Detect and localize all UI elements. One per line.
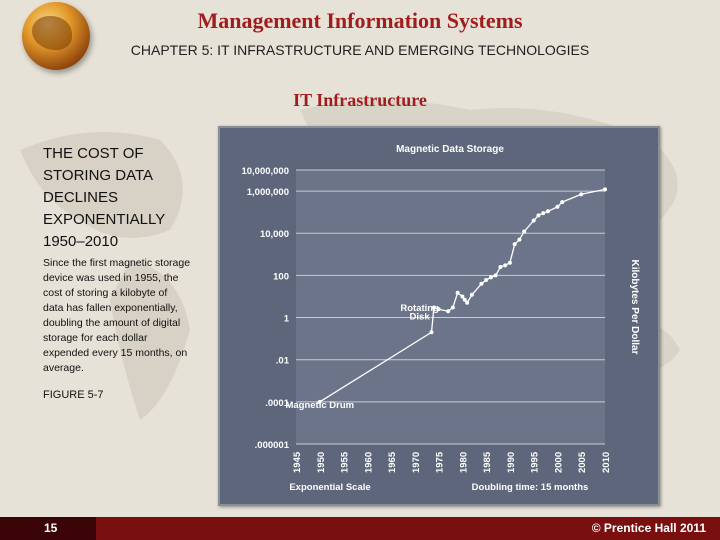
heading-line: 1950–2010 (43, 233, 119, 250)
footer-bar: 15 © Prentice Hall 2011 (0, 517, 720, 540)
data-point (579, 192, 584, 197)
heading-line: DECLINES (43, 189, 119, 206)
description-line: Since the first magnetic storage (43, 257, 191, 269)
data-point (498, 264, 503, 269)
page-number: 15 (44, 521, 58, 535)
chart-annotation: Rotating (400, 303, 439, 314)
x-tick-label: 1985 (482, 451, 493, 473)
x-tick-label: 1945 (292, 451, 303, 473)
description-line: data has fallen exponentially, (43, 302, 178, 314)
data-point (512, 242, 517, 247)
x-tick-label: 1950 (316, 452, 327, 473)
data-point (517, 237, 522, 242)
x-tick-label: 1990 (506, 452, 517, 473)
copyright: © Prentice Hall 2011 (591, 521, 706, 535)
y-tick-label: 100 (273, 271, 289, 282)
chart-annotation: Disk (410, 312, 431, 323)
data-point (555, 204, 560, 209)
data-point (465, 300, 470, 305)
description-line: expended every 15 months, on (43, 347, 188, 359)
heading-line: THE COST OF (43, 145, 144, 162)
x-tick-label: 1960 (363, 452, 374, 473)
footer-page-box (0, 517, 96, 540)
heading-line: EXPONENTIALLY (43, 211, 166, 228)
description-line: device was used in 1955, the (43, 272, 179, 284)
data-point (507, 260, 512, 265)
figure-label: FIGURE 5-7 (43, 389, 104, 401)
y-tick-label: .000001 (255, 440, 290, 451)
data-point (536, 213, 541, 218)
data-point (455, 290, 460, 295)
data-point (560, 200, 565, 205)
description-line: average. (43, 362, 84, 374)
data-point (462, 297, 467, 302)
y-tick-label: 1,000,000 (247, 187, 289, 198)
data-point (317, 399, 322, 404)
data-point (541, 211, 546, 216)
x-tick-label: 1965 (387, 451, 398, 473)
heading-line: STORING DATA (43, 167, 154, 184)
data-point (460, 294, 465, 299)
chart-svg: Magnetic Data Storage 10,000,000 1,000,000… (241, 144, 640, 493)
description-line: doubling the amount of digital (43, 317, 181, 329)
data-point (446, 309, 451, 314)
slide-heading: THE COST OF STORING DATA DECLINES EXPONE… (43, 143, 213, 253)
plot-area (296, 170, 605, 444)
description-text: Since the first magnetic storage device … (43, 256, 215, 376)
data-point (450, 305, 455, 310)
data-point (531, 218, 536, 223)
y-tick-label: 10,000,000 (241, 166, 289, 177)
data-point (603, 187, 607, 192)
data-point (522, 229, 527, 234)
y-tick-label: .01 (276, 356, 290, 367)
x-tick-label: 1970 (411, 452, 422, 473)
section-title: IT Infrastructure (293, 90, 427, 110)
chart-panel: Magnetic Data Storage 10,000,000 1,000,000… (218, 126, 660, 506)
data-point (493, 273, 498, 278)
data-point (503, 263, 508, 268)
data-point (429, 330, 434, 335)
chart-annotation: Magnetic Drum (285, 400, 354, 411)
x-tick-label: 2000 (553, 452, 564, 473)
x-tick-label: 1975 (435, 451, 446, 473)
x-tick-label: 1955 (340, 451, 351, 473)
x-tick-label: 2005 (577, 451, 588, 473)
x-tick-label: 1980 (458, 452, 469, 473)
data-point (545, 209, 550, 214)
y-tick-label: .0001 (265, 398, 289, 409)
page-title: Management Information Systems (197, 8, 523, 33)
data-point (469, 292, 474, 297)
x-tick-label: 1995 (530, 451, 541, 473)
chapter-subtitle: CHAPTER 5: IT INFRASTRUCTURE AND EMERGIN… (130, 42, 590, 58)
chart-note: Doubling time: 15 months (472, 482, 589, 493)
y-tick-label: 1 (284, 314, 290, 325)
x-tick-label: 2010 (601, 452, 612, 473)
data-point (488, 275, 493, 280)
data-point (484, 278, 489, 283)
data-point (431, 305, 436, 310)
data-point (479, 281, 484, 286)
y-axis-label: Kilobytes Per Dollar (629, 259, 640, 354)
chart-title: Magnetic Data Storage (396, 144, 504, 155)
x-axis-label: Exponential Scale (289, 482, 370, 493)
description-line: storage for each dollar (43, 332, 148, 344)
description-line: cost of storing a kilobyte of (43, 287, 168, 299)
y-tick-label: 10,000 (260, 229, 289, 240)
data-point (436, 307, 441, 312)
globe-icon (22, 2, 90, 70)
